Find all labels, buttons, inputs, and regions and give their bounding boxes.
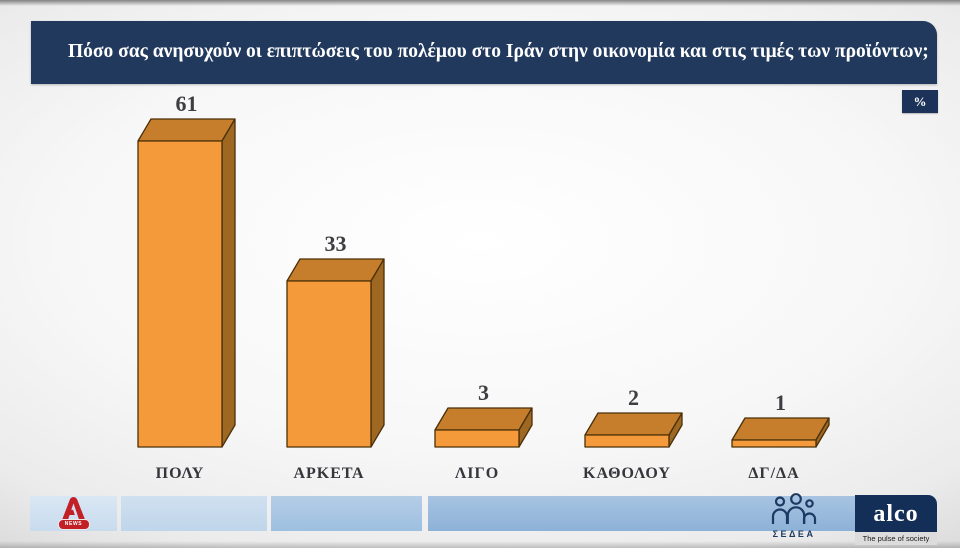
footer-segment-alpha: NEWS [30, 496, 117, 531]
alco-wordmark: alco [855, 495, 937, 532]
sedea-people-icon [771, 493, 817, 525]
category-label-ΑΡΚΕΤΑ: ΑΡΚΕΤΑ [293, 465, 365, 482]
category-label-ΔΓ/ΔΑ: ΔΓ/ΔΑ [748, 465, 800, 482]
bar-ΚΑΘΟΛΟΥ [584, 412, 683, 448]
alpha-news-badge: NEWS [57, 519, 90, 530]
alco-tagline: The pulse of society [855, 532, 937, 545]
bar-ΑΡΚΕΤΑ [286, 258, 385, 448]
question-title-bar: Πόσο σας ανησυχούν οι επιπτώσεις του πολ… [31, 21, 937, 84]
alpha-news-logo: NEWS [30, 496, 117, 531]
alco-label: alco [873, 500, 919, 527]
bar-value-ΑΡΚΕΤΑ: 33 [324, 231, 347, 256]
bar-value-ΛΙΓΟ: 3 [478, 380, 489, 405]
bar-ΔΓ/ΔΑ [731, 417, 830, 448]
page-title: Πόσο σας ανησυχούν οι επιπτώσεις του πολ… [68, 41, 929, 63]
sedea-label: ΣΕΔΕΑ [772, 529, 816, 539]
alpha-a-icon [62, 497, 86, 520]
bar-ΠΟΛΥ [137, 118, 236, 448]
sedea-logo: ΣΕΔΕΑ [764, 493, 824, 539]
alco-logo: alco The pulse of society [855, 495, 937, 545]
footer-segment-2 [121, 496, 267, 531]
category-label-ΚΑΘΟΛΟΥ: ΚΑΘΟΛΟΥ [583, 465, 671, 482]
bar-value-ΔΓ/ΔΑ: 1 [775, 390, 786, 415]
category-label-ΠΟΛΥ: ΠΟΛΥ [155, 465, 205, 482]
bar-ΛΙΓΟ [434, 407, 533, 448]
bar-value-ΚΑΘΟΛΟΥ: 2 [628, 385, 639, 410]
category-label-ΛΙΓΟ: ΛΙΓΟ [454, 465, 500, 482]
bar-value-ΠΟΛΥ: 61 [175, 91, 198, 116]
percent-unit-badge: % [902, 90, 938, 113]
footer-segment-3 [271, 496, 422, 531]
